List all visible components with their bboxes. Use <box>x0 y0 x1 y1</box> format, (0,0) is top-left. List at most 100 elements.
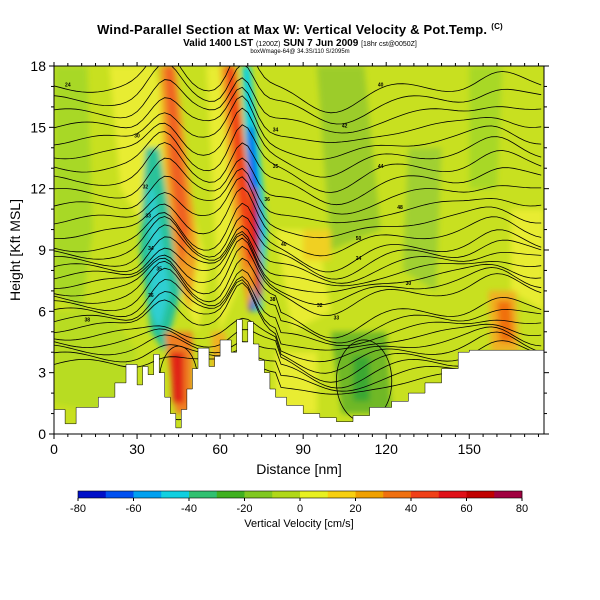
contour-label: 34 <box>273 127 279 133</box>
colorbar-swatch <box>438 491 467 498</box>
colorbar-swatch <box>466 491 495 498</box>
y-tick-label: 6 <box>38 303 46 319</box>
x-tick-label: 90 <box>295 441 311 457</box>
isentrope-contour <box>54 237 542 306</box>
x-tick-label: 150 <box>458 441 482 457</box>
contour-label: 32 <box>317 303 323 309</box>
y-tick-label: 18 <box>30 58 46 74</box>
colorbar-swatch <box>383 491 412 498</box>
contour-label: 48 <box>397 205 403 211</box>
colorbar-tick-label: -80 <box>70 503 86 515</box>
isentrope-contour <box>54 66 542 125</box>
valid-time-line: Valid 1400 LST (1200Z) SUN 7 Jun 2009 [1… <box>0 38 600 49</box>
x-axis-label: Distance [nm] <box>256 461 342 477</box>
colorbar-swatch <box>78 491 107 498</box>
colorbar-tick-label: 40 <box>405 503 417 515</box>
isentrope-contour <box>54 202 542 273</box>
isentrope-contour <box>54 95 542 160</box>
updraft-east-core <box>496 301 514 342</box>
colorbar-tick-label: 60 <box>460 503 472 515</box>
contour-label: 50 <box>356 236 362 242</box>
contour-label: 30 <box>406 281 412 287</box>
colorbar-swatch <box>244 491 273 498</box>
isentrope-contour <box>54 233 542 293</box>
isentrope-contour <box>54 279 542 351</box>
contour-label: 30 <box>134 134 140 140</box>
updraft-low-core <box>170 352 185 404</box>
y-tick-label: 9 <box>38 242 46 258</box>
valid-time: Valid 1400 LST <box>183 38 254 49</box>
colorbar-tick-label: 0 <box>297 503 303 515</box>
colorbar-swatch <box>105 491 134 498</box>
contour-label: 33 <box>334 316 340 322</box>
y-tick-label: 0 <box>38 426 46 442</box>
isentrope-contour <box>54 167 542 224</box>
yellow-region <box>206 66 237 332</box>
colorbar-tick-label: -20 <box>237 503 253 515</box>
isentrope-contour <box>54 86 542 143</box>
isentrope-contour <box>54 66 542 114</box>
contour-label: 38 <box>270 297 276 303</box>
colorbar-swatch <box>133 491 162 498</box>
green-core <box>353 356 370 402</box>
colorbar-swatch <box>216 491 245 498</box>
isentrope-contour <box>54 282 542 363</box>
contour-label: 24 <box>65 82 71 88</box>
x-tick-label: 60 <box>212 441 228 457</box>
velocity-field: 24 30 32 33 34 35 36 38 40 42 44 48 50 24 30 32 33 34 35 36… <box>54 66 544 434</box>
contour-label: 40 <box>281 242 287 248</box>
isentrope-contour <box>54 231 542 287</box>
isentrope-contour <box>54 187 542 257</box>
valid-utc: (1200Z) <box>255 41 281 48</box>
contour-label: 40 <box>378 82 384 88</box>
green-region <box>402 147 442 291</box>
contour-label: 36 <box>148 293 154 299</box>
chart-title-text: Wind-Parallel Section at Max W: Vertical… <box>97 22 488 37</box>
y-tick-label: 3 <box>38 365 46 381</box>
colorbar-tick-label: 20 <box>349 503 361 515</box>
yellow-region <box>510 209 544 312</box>
colorbar-swatch <box>494 491 523 498</box>
isentrope-contour <box>54 107 542 178</box>
colorbar-tick-label: -40 <box>181 503 197 515</box>
colorbar-swatch <box>189 491 218 498</box>
colorbar-swatch <box>300 491 329 498</box>
contour-label: 24 <box>356 256 362 262</box>
downdraft-core <box>148 188 171 332</box>
colorbar-swatch <box>272 491 301 498</box>
x-tick-label: 30 <box>129 441 145 457</box>
green-region <box>469 66 503 189</box>
colorbar-swatch <box>411 491 440 498</box>
y-axis-label: Height [Kft MSL] <box>7 199 23 301</box>
isentrope-contour <box>54 224 542 284</box>
isentrope-contour <box>54 245 542 317</box>
y-tick-label: 12 <box>30 181 46 197</box>
colorbar-tick-label: -60 <box>126 503 142 515</box>
isentrope-contour <box>54 124 542 193</box>
forecast-info: [18hr cst@0050Z] <box>361 41 417 48</box>
chart-title: Wind-Parallel Section at Max W: Vertical… <box>0 22 600 37</box>
isentrope-contour <box>54 215 542 280</box>
valid-date: SUN 7 Jun 2009 <box>283 38 359 49</box>
isentrope-contour <box>54 157 542 215</box>
updraft-core <box>164 66 190 271</box>
isentrope-contour <box>54 257 542 339</box>
isentrope-contour <box>54 176 542 239</box>
contour-label: 34 <box>148 246 154 252</box>
x-tick-label: 120 <box>375 441 399 457</box>
contour-label: 35 <box>273 164 279 170</box>
contour-label: 32 <box>143 185 149 191</box>
colorbar-tick-label: 80 <box>516 503 528 515</box>
isentrope-contour <box>54 142 542 206</box>
contour-label: 38 <box>84 318 90 324</box>
contour-label: 44 <box>378 164 384 170</box>
colorbar-swatch <box>161 491 190 498</box>
colorbar-swatch <box>355 491 384 498</box>
contour-label: 36 <box>264 197 270 203</box>
colorbar-swatch <box>327 491 356 498</box>
colorbar: -80 -60 -40 -20 0 20 40 60 80 <box>70 490 528 515</box>
isentrope-contour <box>54 276 542 347</box>
credit-line: boxWmage-64@ 34.3S/110 S/2095m <box>250 49 350 55</box>
colorbar-label: Vertical Velocity [cm/s] <box>244 518 353 530</box>
